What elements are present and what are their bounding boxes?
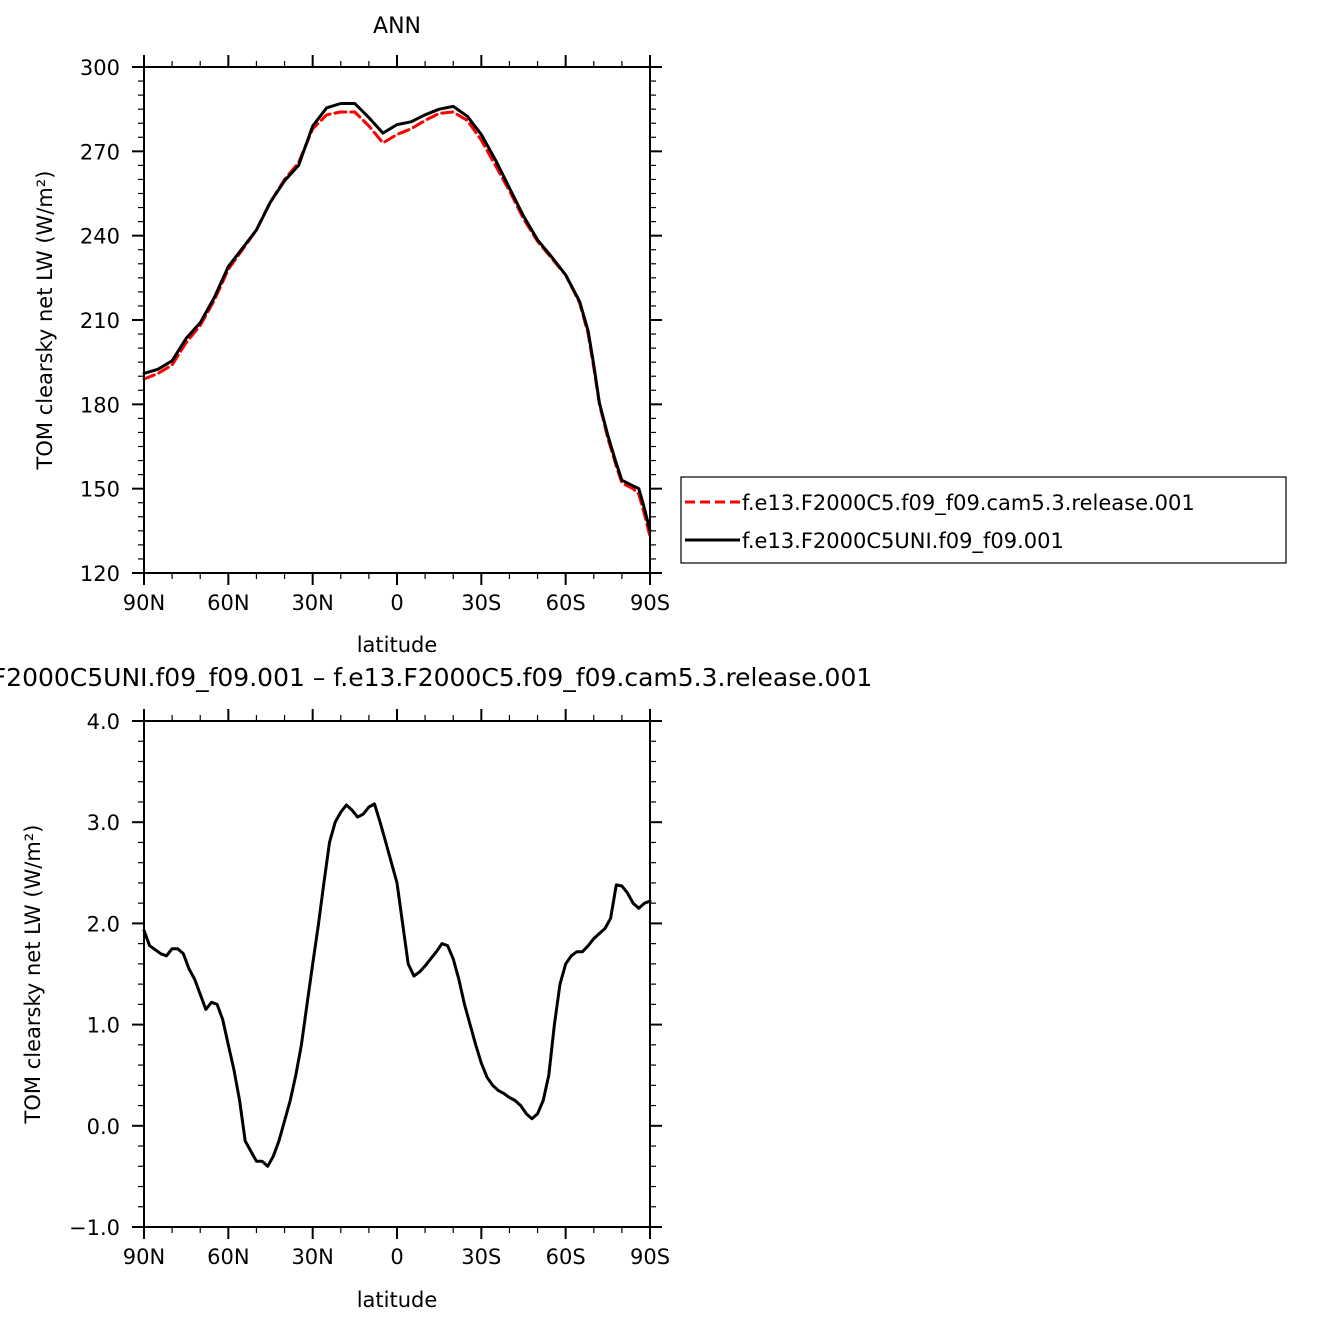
y-tick-label: 270 xyxy=(80,140,120,164)
top-panel: ANN TOM clearsky net LW (W/m²) latitude … xyxy=(33,14,670,657)
legend-box xyxy=(680,476,1287,564)
bottom-plot-frame xyxy=(143,720,651,1228)
y-tick-label: −1.0 xyxy=(69,1216,120,1240)
x-tick-label: 90S xyxy=(630,1245,670,1269)
series-line-2 xyxy=(142,102,652,533)
x-tick-label: 90N xyxy=(123,1245,165,1269)
x-tick-label: 30N xyxy=(291,591,333,615)
bottom-title: f.e13.F2000C5UNI.f09_f09.001 – f.e13.F20… xyxy=(0,663,872,692)
y-tick-label: 150 xyxy=(80,478,120,502)
bottom-series xyxy=(142,802,652,1168)
top-ticks: 120 150 180 210 240 270 300 90N 60N 30N 0 30S 60S 90S xyxy=(80,55,670,615)
x-tick-label: 30N xyxy=(291,1245,333,1269)
x-tick-label: 0 xyxy=(390,1245,403,1269)
x-tick-label: 60S xyxy=(546,1245,586,1269)
bottom-ticks: −1.0 0.0 1.0 2.0 3.0 4.0 90N 60N 30N 0 30S 60S 90S xyxy=(69,709,670,1269)
y-tick-label: 2.0 xyxy=(87,912,120,936)
legend: f.e13.F2000C5.f09_f09.cam5.3.release.001… xyxy=(680,476,1287,564)
x-tick-label: 90S xyxy=(630,591,670,615)
x-tick-label: 0 xyxy=(390,591,403,615)
y-tick-label: 210 xyxy=(80,309,120,333)
y-tick-label: 120 xyxy=(80,562,120,586)
bottom-xlabel: latitude xyxy=(357,1288,438,1312)
bottom-ylabel: TOM clearsky net LW (W/m²) xyxy=(21,825,45,1125)
bottom-panel: f.e13.F2000C5UNI.f09_f09.001 – f.e13.F20… xyxy=(0,663,872,1312)
x-tick-label: 30S xyxy=(461,1245,501,1269)
x-tick-label: 60N xyxy=(207,591,249,615)
y-tick-label: 300 xyxy=(80,56,120,80)
top-xlabel: latitude xyxy=(357,633,438,657)
series-line-1 xyxy=(142,802,652,1168)
top-plot-frame xyxy=(143,66,651,574)
top-title: ANN xyxy=(373,14,421,39)
y-tick-label: 1.0 xyxy=(87,1014,120,1038)
y-tick-label: 3.0 xyxy=(87,811,120,835)
legend-label-1: f.e13.F2000C5.f09_f09.cam5.3.release.001 xyxy=(742,491,1195,516)
top-ylabel: TOM clearsky net LW (W/m²) xyxy=(33,171,57,471)
y-tick-label: 0.0 xyxy=(87,1115,120,1139)
y-tick-label: 4.0 xyxy=(87,710,120,734)
y-tick-label: 240 xyxy=(80,225,120,249)
legend-label-2: f.e13.F2000C5UNI.f09_f09.001 xyxy=(742,529,1064,554)
x-tick-label: 30S xyxy=(461,591,501,615)
x-tick-label: 90N xyxy=(123,591,165,615)
top-series xyxy=(142,102,652,538)
x-tick-label: 60S xyxy=(546,591,586,615)
series-line-1 xyxy=(142,110,652,538)
x-tick-label: 60N xyxy=(207,1245,249,1269)
y-tick-label: 180 xyxy=(80,393,120,417)
